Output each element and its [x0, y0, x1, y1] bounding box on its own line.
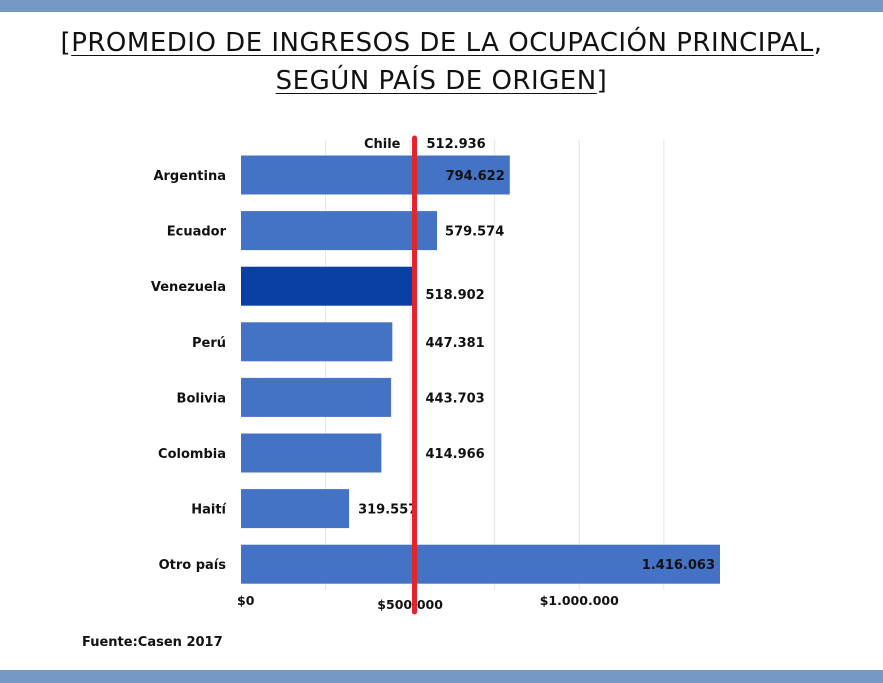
category-label: Argentina: [153, 169, 226, 184]
reference-value: 512.936: [427, 137, 486, 152]
x-tick-label: $1.000.000: [540, 593, 619, 608]
bar-4: [241, 377, 392, 417]
category-label: Haití: [191, 503, 227, 518]
source-note: Fuente:Casen 2017: [82, 635, 223, 650]
bar-5: [241, 433, 382, 473]
category-label: Bolivia: [177, 391, 226, 406]
category-label: Perú: [192, 336, 226, 351]
value-label: 319.557: [358, 503, 417, 518]
title-close-bracket: ]: [596, 66, 608, 96]
category-label: Venezuela: [151, 280, 226, 295]
bar-3: [241, 322, 393, 362]
bar-7: [241, 544, 720, 584]
bottom-band: [0, 670, 883, 683]
top-band: [0, 0, 883, 12]
x-tick-label: $0: [237, 593, 255, 608]
chart-title: [PROMEDIO DE INGRESOS DE LA OCUPACIÓN PR…: [0, 24, 883, 100]
bar-2: [241, 266, 417, 306]
value-label: 447.381: [426, 336, 485, 351]
x-tick-label: $500.000: [377, 597, 443, 612]
bar-6: [241, 489, 350, 529]
title-line-1: PROMEDIO DE INGRESOS DE LA OCUPACIÓN PRI…: [71, 28, 814, 58]
category-label: Otro país: [159, 558, 227, 573]
title-comma: ,: [813, 28, 823, 58]
value-label: 794.622: [446, 169, 505, 184]
reference-name: Chile: [364, 137, 401, 152]
bar-0: [241, 155, 510, 195]
category-label: Colombia: [158, 447, 226, 462]
value-label: 518.902: [426, 288, 485, 303]
value-label: 414.966: [426, 447, 485, 462]
title-open-bracket: [: [60, 28, 72, 58]
title-line-2: SEGÚN PAÍS DE ORIGEN: [275, 66, 597, 96]
bar-1: [241, 211, 438, 251]
value-label: 1.416.063: [642, 558, 715, 573]
value-label: 579.574: [445, 225, 504, 240]
category-label: Ecuador: [167, 225, 227, 240]
value-label: 443.703: [426, 391, 485, 406]
